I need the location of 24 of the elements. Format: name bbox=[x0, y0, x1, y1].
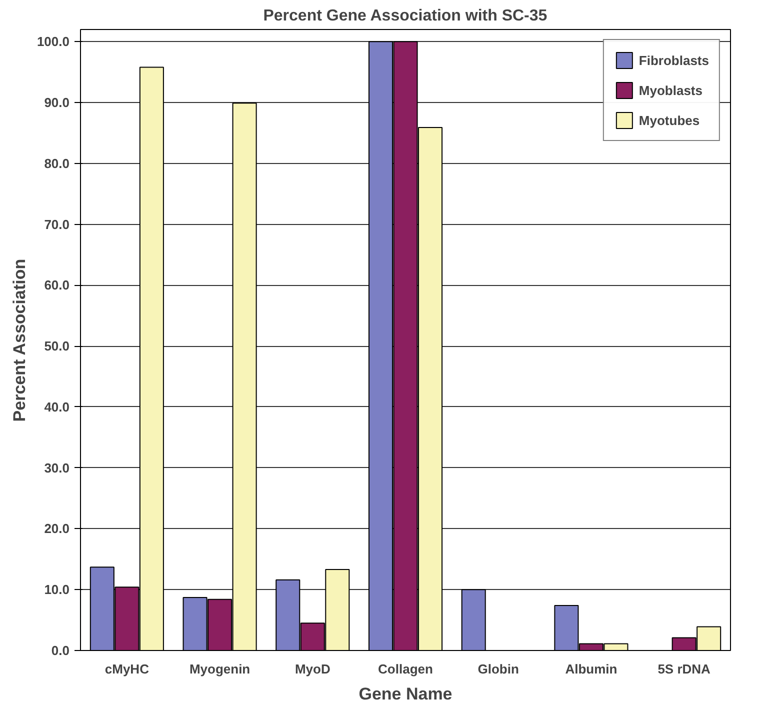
legend-label: Myotubes bbox=[638, 112, 700, 128]
y-tick-label: 100.0 bbox=[36, 34, 70, 50]
legend-label: Myoblasts bbox=[638, 82, 702, 98]
x-tick-label: Myogenin bbox=[189, 662, 250, 676]
x-tick-label: MyoD bbox=[294, 662, 330, 676]
y-tick-label: 80.0 bbox=[44, 156, 70, 171]
x-tick-label: Albumin bbox=[565, 662, 618, 676]
y-tick-label: 20.0 bbox=[44, 521, 70, 536]
x-tick-label: cMyHC bbox=[104, 662, 150, 676]
y-tick-label: 50.0 bbox=[44, 338, 70, 354]
x-tick-label: Collagen bbox=[378, 662, 434, 676]
x-tick-label: 5S rDNA bbox=[658, 662, 712, 676]
chart-title: Percent Gene Association with SC-35 bbox=[263, 8, 548, 24]
y-tick-label: 40.0 bbox=[44, 399, 70, 414]
y-tick-label: 70.0 bbox=[44, 216, 70, 232]
legend-label: Fibroblasts bbox=[638, 52, 709, 68]
x-axis-title: Gene Name bbox=[358, 684, 452, 704]
y-tick-label: 60.0 bbox=[44, 278, 70, 293]
y-tick-label: 0.0 bbox=[51, 643, 70, 658]
y-tick-label: 90.0 bbox=[44, 95, 70, 110]
y-axis-title: Percent Association bbox=[10, 258, 29, 422]
y-tick-label: 10.0 bbox=[44, 582, 70, 598]
y-tick-label: 30.0 bbox=[44, 460, 70, 476]
x-tick-label: Globin bbox=[478, 662, 519, 676]
